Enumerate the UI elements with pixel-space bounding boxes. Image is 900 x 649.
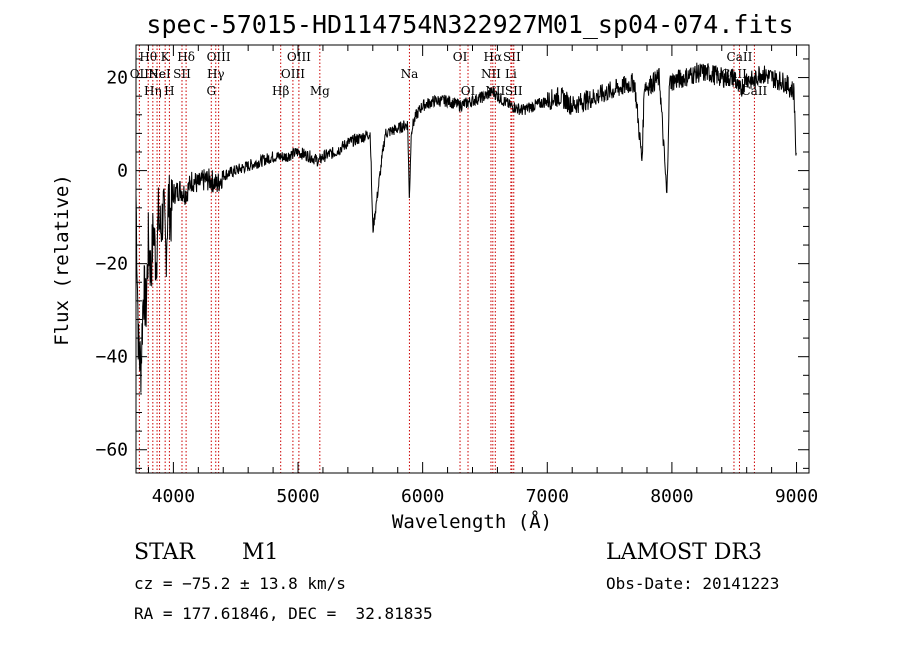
x-tick-label: 8000 bbox=[650, 486, 693, 507]
spectral-line-label: CaII bbox=[741, 84, 767, 98]
spectral-line-label: CaII bbox=[727, 50, 753, 64]
spectral-line-label: Ne bbox=[148, 67, 166, 81]
spectral-line-label: SII bbox=[505, 84, 523, 98]
x-tick-label: 7000 bbox=[526, 486, 569, 507]
x-tick-label: 4000 bbox=[152, 486, 195, 507]
y-axis-title: Flux (relative) bbox=[51, 174, 73, 346]
x-tick-label: 6000 bbox=[401, 486, 444, 507]
spectral-line-label: Hα bbox=[484, 50, 503, 64]
spectral-line-label: Na bbox=[401, 67, 419, 81]
spectral-line-label: H bbox=[164, 84, 174, 98]
spectral-line-label: NII bbox=[481, 67, 501, 81]
spectrum-series-line bbox=[135, 62, 797, 393]
spectral-line-label: Hδ bbox=[177, 50, 195, 64]
spectral-line-label: OI bbox=[461, 84, 476, 98]
object-class: STAR bbox=[134, 540, 195, 565]
spectral-line-label: OIII bbox=[287, 50, 311, 64]
x-tick-label: 5000 bbox=[276, 486, 319, 507]
spectral-line-label: OII bbox=[130, 67, 150, 81]
spectral-line-label: K bbox=[161, 50, 171, 64]
spectral-line-label: HeI bbox=[148, 67, 171, 81]
object-subclass: M1 bbox=[242, 540, 279, 565]
observation-date: Obs-Date: 20141223 bbox=[606, 574, 780, 593]
spectral-line-label: OI bbox=[453, 50, 468, 64]
y-tick-label: −60 bbox=[95, 440, 128, 461]
spectral-line-label: Hγ bbox=[207, 67, 225, 81]
chart-title: spec-57015-HD114754N322927M01_sp04-074.f… bbox=[146, 10, 793, 39]
survey-name: LAMOST DR3 bbox=[606, 540, 762, 565]
x-axis-title: Wavelength (Å) bbox=[392, 510, 552, 533]
spectral-line-label: OIII bbox=[207, 50, 231, 64]
spectral-line-label: Hθ bbox=[139, 50, 157, 64]
y-tick-label: 0 bbox=[117, 161, 128, 182]
y-tick-label: 20 bbox=[106, 68, 128, 89]
spectral-line-label: SII bbox=[503, 50, 521, 64]
y-tick-label: −20 bbox=[95, 254, 128, 275]
redshift-cz: cz = −75.2 ± 13.8 km/s bbox=[134, 574, 346, 593]
x-tick-label: 9000 bbox=[775, 486, 818, 507]
axis-ticks: 4000 5000 6000 7000 8000 9000 −60 −40 −20 0 20 bbox=[95, 45, 818, 507]
spectral-line-label: Mg bbox=[310, 84, 330, 98]
spectral-line-label: Hβ bbox=[272, 84, 289, 98]
ra-dec-coordinates: RA = 177.61846, DEC = 32.81835 bbox=[134, 604, 433, 623]
spectral-line-label: OIII bbox=[281, 67, 305, 81]
spectral-line-label: Hη bbox=[144, 84, 162, 98]
spectral-line-label: SII bbox=[173, 67, 191, 81]
plot-frame bbox=[135, 44, 810, 474]
spectral-line-label: Li bbox=[505, 67, 517, 81]
spectral-line-label: G bbox=[206, 84, 216, 98]
y-tick-label: −40 bbox=[95, 347, 128, 368]
